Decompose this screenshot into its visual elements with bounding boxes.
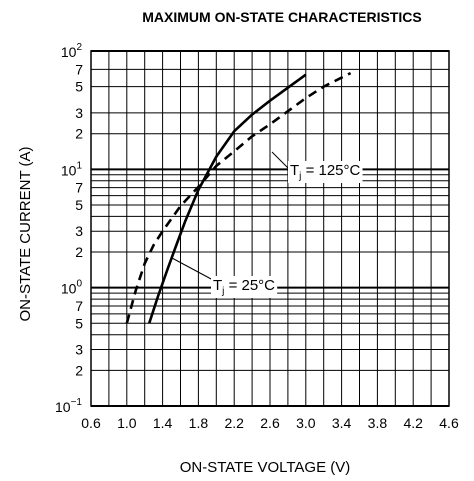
x-tick-label: 3.0 <box>296 415 316 431</box>
y-tick-label: 7 <box>75 180 83 196</box>
y-tick-label: 2 <box>75 126 83 142</box>
plot-border <box>90 50 450 407</box>
y-tick-label: 5 <box>75 79 83 95</box>
chart-annotations: Tj = 125°C Tj = 25°C <box>171 151 363 298</box>
y-tick-label: 3 <box>75 342 83 358</box>
curve-tj-25c <box>147 73 307 324</box>
y-tick-label: 3 <box>75 105 83 121</box>
y-tick-label: 5 <box>75 197 83 213</box>
y-decade-tick-label: 10−1 <box>55 397 82 415</box>
curve-tj-125c <box>125 71 352 324</box>
y-decade-tick-label: 100 <box>61 279 83 297</box>
x-tick-label: 3.8 <box>368 415 388 431</box>
y-tick-label: 2 <box>75 362 83 378</box>
x-axis-label: ON-STATE VOLTAGE (V) <box>180 459 351 476</box>
x-tick-label: 1.8 <box>189 415 209 431</box>
y-tick-label: 7 <box>75 298 83 314</box>
x-tick-label: 2.2 <box>224 415 244 431</box>
chart-title: MAXIMUM ON-STATE CHARACTERISTICS <box>142 9 421 25</box>
y-decade-tick-label: 102 <box>61 42 83 60</box>
x-tick-label: 1.4 <box>153 415 173 431</box>
annotation-background <box>211 276 278 298</box>
x-tick-label: 4.2 <box>403 415 423 431</box>
y-axis-label: ON-STATE CURRENT (A) <box>17 146 34 321</box>
y-tick-label: 7 <box>75 61 83 77</box>
y-tick-label: 5 <box>75 315 83 331</box>
chart-grid <box>90 50 450 407</box>
x-tick-label: 4.6 <box>439 415 459 431</box>
x-tick-label: 1.0 <box>117 415 137 431</box>
x-tick-label: 2.6 <box>260 415 280 431</box>
annotation-tj-125c: Tj = 125°C <box>290 162 361 182</box>
x-tick-label: 0.6 <box>81 415 101 431</box>
y-decade-tick-label: 101 <box>61 160 83 178</box>
chart-curves <box>125 71 352 324</box>
y-tick-label: 2 <box>75 244 83 260</box>
x-tick-label: 3.4 <box>332 415 352 431</box>
annotation-tj-25c: Tj = 25°C <box>213 277 275 297</box>
chart-ticks: 0.6 1.0 1.4 1.8 2.2 2.6 3.0 3.4 3.8 4.2 4.67532753… <box>55 42 459 431</box>
y-tick-label: 3 <box>75 223 83 239</box>
annotation-leader <box>171 257 214 281</box>
annotation-leader <box>271 151 291 171</box>
annotation-background <box>288 161 363 183</box>
